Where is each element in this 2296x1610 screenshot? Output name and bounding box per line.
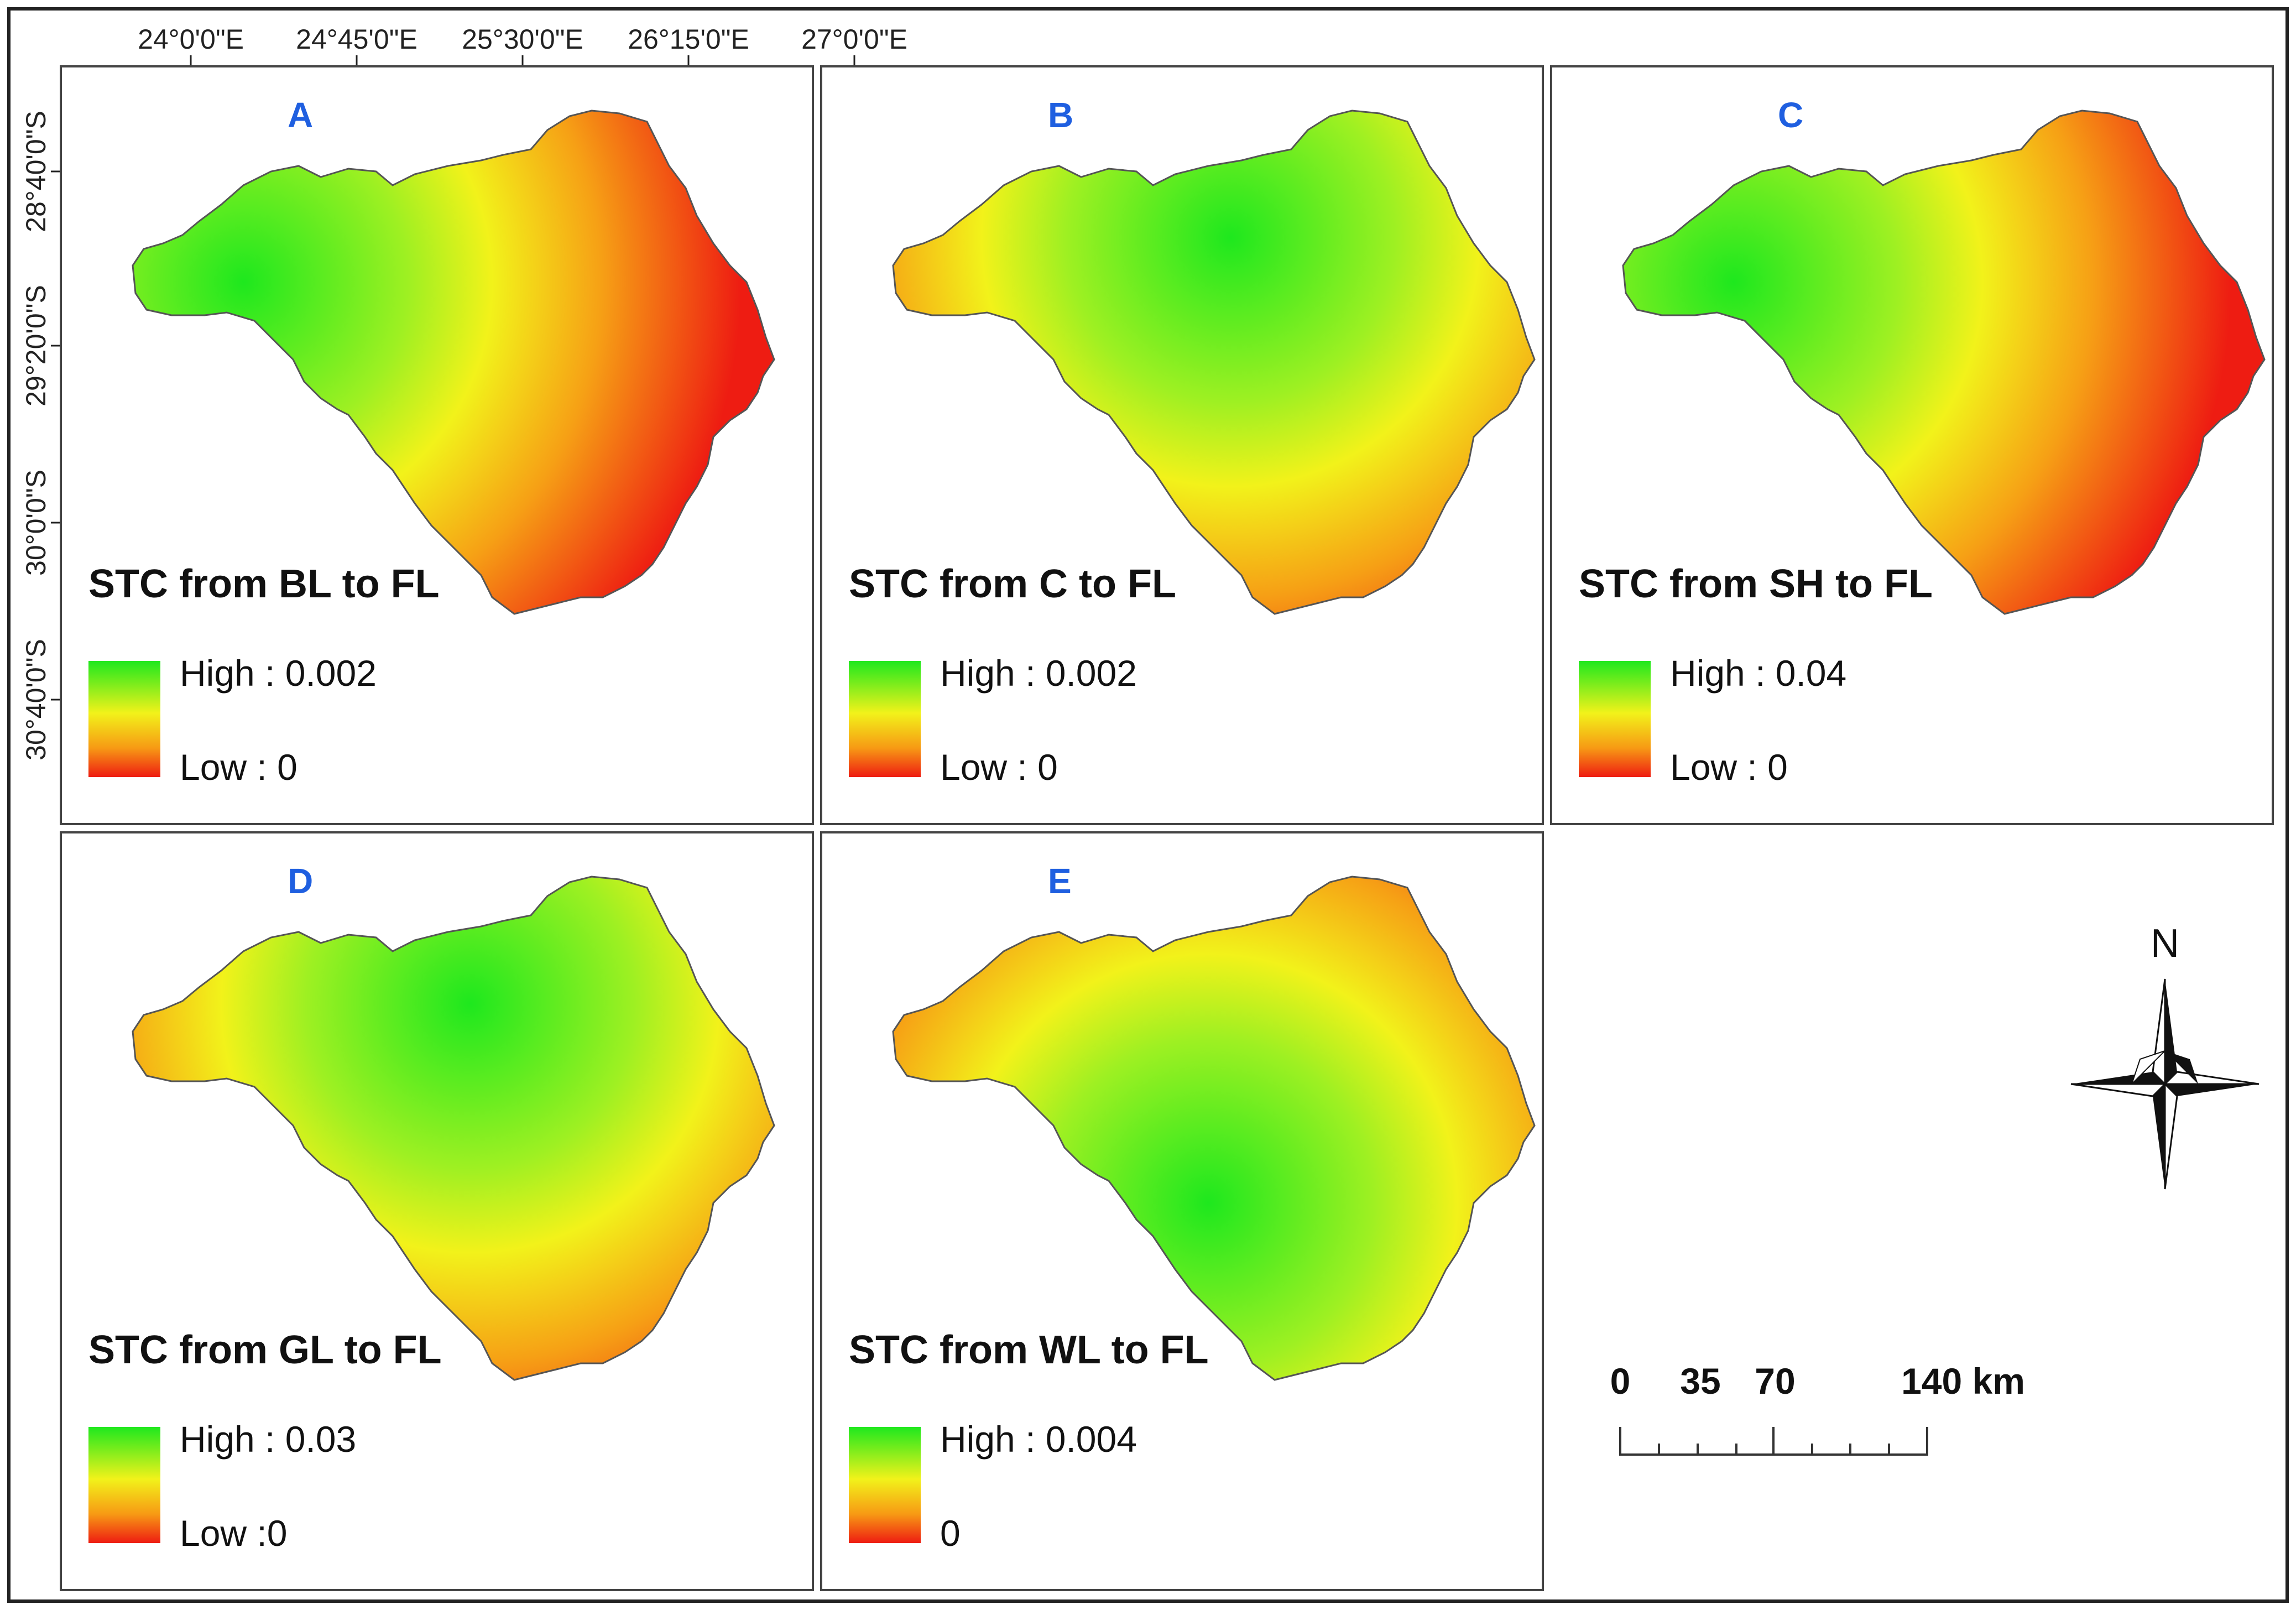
map-panel-c: C STC from SH to FL High : 0.04 Low : 0 [1550, 65, 2274, 825]
panel-letter: E [1048, 861, 1072, 901]
compass-rose-icon [2070, 978, 2260, 1190]
longitude-label: 26°15'0"E [628, 24, 749, 55]
figure-frame [7, 7, 2289, 1603]
legend-low-label: Low : 0 [180, 747, 298, 788]
legend-low-label: Low : 0 [1670, 747, 1788, 788]
latitude-label: 28°40'0"S [20, 111, 51, 232]
panel-title: STC from SH to FL [1579, 562, 1933, 606]
scale-tick-35: 35 [1680, 1361, 1720, 1401]
scale-tick-140: 140 km [1901, 1361, 2025, 1401]
latitude-labels: 28°40'0"S 29°20'0"S 30°0'0"S 30°40'0"S [20, 111, 61, 760]
panel-letter: A [288, 95, 313, 135]
north-label: N [2151, 921, 2179, 966]
legend-color-ramp [88, 661, 160, 777]
map-panel-a: A STC from BL to FL High : 0.002 Low : 0 [60, 65, 814, 825]
latitude-label: 29°20'0"S [20, 285, 51, 407]
north-arrow: N [2070, 921, 2260, 1190]
map-panel-e: E STC from WL to FL High : 0.004 0 [820, 831, 1544, 1591]
map-panel-d: D STC from GL to FL High : 0.03 Low :0 [60, 831, 814, 1591]
legend-high-label: High : 0.002 [180, 653, 377, 694]
legend-color-ramp [88, 1427, 160, 1543]
legend-color-ramp [849, 1427, 921, 1543]
legend-high-label: High : 0.04 [1670, 653, 1846, 694]
legend-high-label: High : 0.002 [940, 653, 1137, 694]
panel-title: STC from WL to FL [849, 1328, 1209, 1372]
legend-high-label: High : 0.004 [940, 1419, 1137, 1460]
panel-letter: C [1778, 95, 1803, 135]
scale-tick-70: 70 [1755, 1361, 1795, 1401]
panel-title: STC from C to FL [849, 562, 1176, 606]
latitude-label: 30°40'0"S [20, 639, 51, 760]
longitude-label: 27°0'0"E [801, 24, 907, 55]
scale-bar: 0 35 70 140 km [1610, 1361, 2025, 1456]
legend-low-label: 0 [940, 1513, 961, 1554]
panel-title: STC from BL to FL [88, 562, 440, 606]
longitude-labels: 24°0'0"E 24°45'0"E 25°30'0"E 26°15'0"E 27°0'… [138, 24, 907, 65]
legend-low-label: Low : 0 [940, 747, 1058, 788]
longitude-label: 25°30'0"E [462, 24, 583, 55]
scale-tick-0: 0 [1610, 1361, 1631, 1401]
legend-high-label: High : 0.03 [180, 1419, 356, 1460]
panel-letter: B [1048, 95, 1073, 135]
map-panel-b: B STC from C to FL High : 0.002 Low : 0 [820, 65, 1544, 825]
longitude-label: 24°45'0"E [296, 24, 418, 55]
map-panels: A STC from BL to FL High : 0.002 Low : 0 B ST… [60, 65, 2274, 1591]
legend-low-label: Low :0 [180, 1513, 287, 1554]
latitude-label: 30°0'0"S [20, 470, 51, 576]
legend-color-ramp [1579, 661, 1651, 777]
legend-color-ramp [849, 661, 921, 777]
panel-title: STC from GL to FL [88, 1328, 442, 1372]
panel-letter: D [288, 861, 313, 901]
longitude-label: 24°0'0"E [138, 24, 244, 55]
